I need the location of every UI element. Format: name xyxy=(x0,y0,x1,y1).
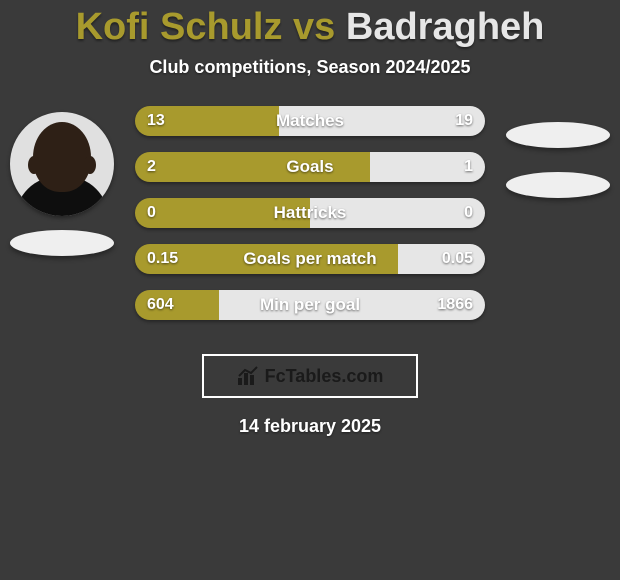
stat-value-right: 1866 xyxy=(437,290,473,320)
stat-bars: 1319Matches21Goals00Hattricks0.150.05Goa… xyxy=(135,106,485,336)
stat-value-right: 1 xyxy=(464,152,473,182)
stat-value-left: 604 xyxy=(147,290,174,320)
player-left-avatar xyxy=(10,112,114,216)
stat-value-left: 0 xyxy=(147,198,156,228)
stat-value-right: 0 xyxy=(464,198,473,228)
brand-text: FcTables.com xyxy=(265,366,384,387)
stat-bar-left-seg xyxy=(135,152,370,182)
player-right-disc-1 xyxy=(506,122,610,148)
footer-date: 14 february 2025 xyxy=(0,416,620,437)
stat-bar-min-per-goal: 6041866Min per goal xyxy=(135,290,485,320)
title-right: Badragheh xyxy=(346,6,544,48)
stat-value-left: 0.15 xyxy=(147,244,178,274)
player-right-column xyxy=(498,106,618,198)
stat-bar-right-seg xyxy=(310,198,485,228)
subtitle: Club competitions, Season 2024/2025 xyxy=(0,57,620,78)
stat-value-right: 0.05 xyxy=(442,244,473,274)
stat-bar-hattricks: 00Hattricks xyxy=(135,198,485,228)
player-left-base-disc xyxy=(10,230,114,256)
comparison-arena: 1319Matches21Goals00Hattricks0.150.05Goa… xyxy=(0,106,620,336)
stat-bar-goals: 21Goals xyxy=(135,152,485,182)
brand-chart-icon xyxy=(237,366,259,386)
title-left: Kofi Schulz vs xyxy=(76,6,346,48)
player-left-column xyxy=(2,106,122,256)
stat-bar-goals-per-match: 0.150.05Goals per match xyxy=(135,244,485,274)
stat-value-left: 13 xyxy=(147,106,165,136)
player-right-disc-2 xyxy=(506,172,610,198)
stat-value-right: 19 xyxy=(455,106,473,136)
stat-bar-left-seg xyxy=(135,198,310,228)
page-title: Kofi Schulz vs Badragheh xyxy=(0,0,620,49)
brand-box[interactable]: FcTables.com xyxy=(202,354,418,398)
stat-bar-matches: 1319Matches xyxy=(135,106,485,136)
stat-value-left: 2 xyxy=(147,152,156,182)
